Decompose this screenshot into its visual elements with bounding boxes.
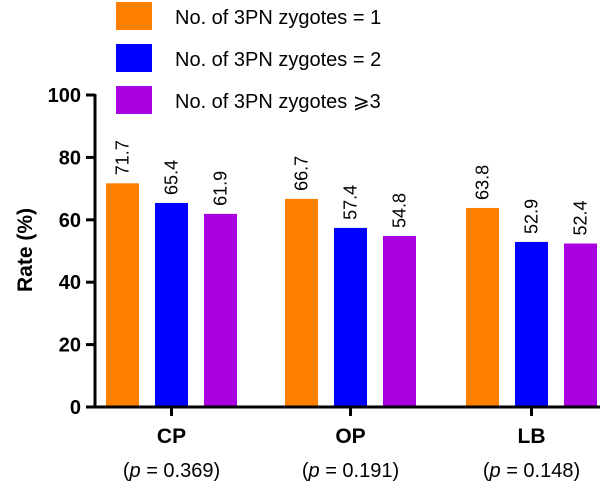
y-axis: 0 20 40 60 80 100	[48, 85, 97, 419]
data-label-cp-series-2: 65.4	[162, 160, 182, 195]
y-tick-label-80: 80	[59, 147, 81, 169]
data-label-cp-series-3: 61.9	[211, 171, 231, 206]
legend-swatch-3	[116, 86, 152, 114]
p-value-cp: (p = 0.369)	[123, 460, 220, 482]
data-label-lb-series-3: 52.4	[571, 200, 591, 235]
p-value-lb: (p = 0.148)	[483, 460, 580, 482]
legend-label-3: No. of 3PN zygotes ⩾3	[175, 91, 381, 113]
bar-cp-series-2	[155, 202, 188, 407]
y-tick-label-20: 20	[59, 335, 81, 357]
data-label-lb-series-2: 52.9	[522, 199, 542, 234]
bar-op-series-2	[334, 227, 367, 407]
bar-lb-series-2	[515, 241, 548, 407]
legend-label-1: No. of 3PN zygotes = 1	[175, 7, 381, 29]
data-label-lb-series-1: 63.8	[473, 165, 493, 200]
bar-op-series-3	[383, 236, 416, 407]
bar-cp-series-1	[106, 183, 139, 407]
category-label-op: OP	[335, 425, 365, 448]
bar-op-series-1	[285, 198, 318, 407]
data-label-op-series-3: 54.8	[390, 193, 410, 228]
category-label-lb: LB	[518, 425, 546, 448]
y-tick-label-40: 40	[59, 272, 81, 294]
p-value-op: (p = 0.191)	[302, 460, 399, 482]
y-tick-label-100: 100	[48, 85, 81, 107]
legend-swatch-2	[116, 44, 152, 72]
bars: 71.7 65.4 61.9 66.7 57.4 54.8 63.8 52.9 52.4	[106, 140, 597, 407]
y-tick-label-60: 60	[59, 210, 81, 232]
bar-lb-series-1	[466, 207, 499, 407]
bar-lb-series-3	[564, 243, 597, 407]
legend-label-2: No. of 3PN zygotes = 2	[175, 49, 381, 71]
data-label-op-series-1: 66.7	[292, 156, 312, 191]
data-label-cp-series-1: 71.7	[113, 140, 133, 175]
x-axis: CP (p = 0.369) OP (p = 0.191) LB (p = 0.148)	[94, 405, 600, 482]
bar-cp-series-3	[204, 213, 237, 407]
category-label-cp: CP	[157, 425, 186, 448]
data-label-op-series-2: 57.4	[341, 185, 361, 220]
legend: No. of 3PN zygotes = 1 No. of 3PN zygotes…	[116, 2, 381, 114]
y-axis-label: Rate (%)	[14, 208, 37, 292]
y-tick-label-0: 0	[70, 397, 81, 419]
legend-swatch-1	[116, 2, 152, 30]
